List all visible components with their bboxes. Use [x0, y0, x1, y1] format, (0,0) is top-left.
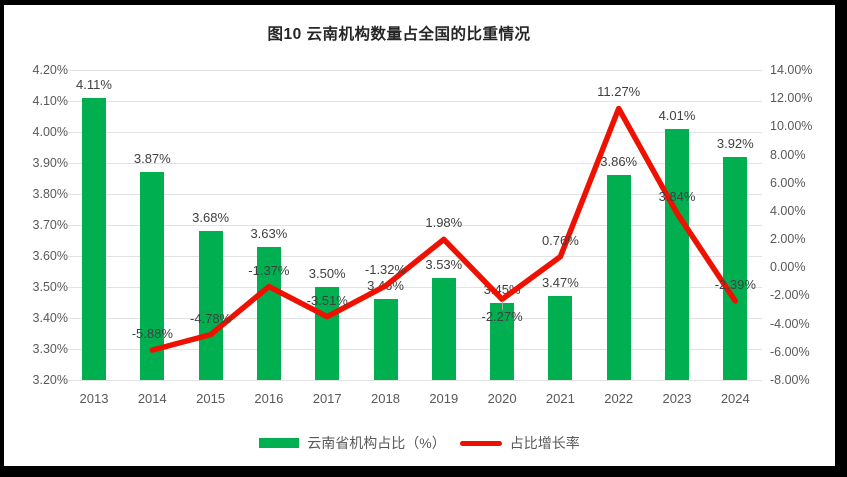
line-value-label: -1.37%	[248, 262, 290, 278]
right-axis-tick: 8.00%	[770, 147, 806, 162]
bar	[198, 231, 223, 380]
left-axis-tick: 3.90%	[32, 156, 68, 170]
line-value-label: 11.27%	[597, 84, 641, 100]
right-axis-tick: 6.00%	[770, 175, 806, 190]
chart-title: 图10 云南机构数量占全国的比重情况	[267, 26, 531, 43]
x-axis-label: 2014	[137, 391, 167, 406]
left-axis-tick: 3.30%	[32, 342, 68, 356]
x-axis-label: 2016	[254, 391, 284, 406]
line-value-label: 1.98%	[425, 215, 463, 231]
bar	[140, 172, 165, 380]
x-axis-label: 2013	[79, 391, 109, 406]
gridline	[68, 132, 762, 133]
legend-line-label: 占比增长率	[509, 435, 580, 451]
legend-item-line-series: 占比增长率	[459, 433, 580, 453]
right-axis-tick: 14.00%	[770, 63, 813, 77]
bar	[82, 97, 106, 380]
bar-value-label: 4.11%	[76, 76, 112, 92]
left-axis-tick: 3.40%	[32, 311, 68, 325]
legend-bar-label: 云南省机构占比（%）	[307, 435, 446, 451]
x-axis-label: 2024	[720, 391, 750, 406]
right-axis-tick: 4.00%	[770, 203, 806, 218]
left-axis-tick: 3.70%	[32, 218, 68, 232]
right-axis-tick: 2.00%	[770, 232, 806, 247]
gridline	[68, 380, 762, 381]
line-value-label: -3.51%	[306, 292, 348, 308]
bar-value-label: 3.46%	[367, 278, 404, 294]
left-axis-tick: 4.10%	[32, 94, 68, 108]
right-axis-tick: 12.00%	[770, 91, 813, 106]
left-axis-tick: 4.00%	[32, 125, 68, 139]
line-value-label: -1.32%	[364, 261, 407, 277]
line-value-label: -2.27%	[481, 309, 523, 325]
label-leader-line	[502, 301, 504, 311]
legend-item-bar-series: 云南省机构占比（%）	[259, 433, 446, 453]
x-axis-label: 2023	[662, 391, 692, 406]
gridline	[68, 101, 762, 102]
frame-border-top	[0, 0, 847, 5]
line-value-label: -4.78%	[189, 310, 232, 326]
line-value-label: -5.88%	[131, 326, 173, 342]
left-axis-tick: 3.80%	[32, 187, 68, 201]
bar	[373, 299, 398, 380]
right-axis-tick: 10.00%	[770, 119, 813, 134]
x-axis-label: 2018	[371, 391, 400, 406]
frame-border-right	[835, 0, 847, 477]
bar-series-swatch-icon	[259, 438, 300, 448]
right-axis-tick: -4.00%	[770, 316, 810, 331]
bar	[548, 296, 573, 380]
right-axis-tick: 0.00%	[770, 260, 806, 275]
line-series-swatch-icon	[459, 440, 502, 446]
right-axis-tick: -6.00%	[770, 344, 810, 359]
bar-value-label: 3.92%	[716, 135, 754, 151]
bar-value-label: 3.86%	[600, 154, 638, 170]
legend: 云南省机构占比（%） 占比增长率	[4, 433, 835, 453]
x-axis-label: 2015	[196, 391, 226, 406]
line-value-label: -2.39%	[714, 276, 756, 292]
bar-value-label: 3.68%	[192, 210, 230, 226]
gridline	[68, 70, 762, 71]
left-axis-tick: 3.60%	[32, 249, 68, 263]
frame-border-left	[0, 0, 4, 477]
bar	[723, 156, 748, 380]
line-value-label: 3.84%	[658, 189, 696, 205]
right-axis-tick: -8.00%	[770, 373, 810, 387]
x-axis-label: 2021	[545, 391, 575, 406]
bar-value-label: 3.47%	[541, 275, 579, 291]
bar	[665, 128, 689, 380]
left-axis-tick: 4.20%	[32, 63, 68, 77]
x-axis-label: 2017	[312, 391, 342, 406]
bar	[431, 277, 456, 380]
bar-value-label: 3.87%	[133, 151, 171, 167]
right-axis-tick: -2.00%	[770, 288, 810, 303]
x-axis-label: 2019	[429, 391, 459, 406]
left-axis-tick: 3.50%	[32, 280, 68, 294]
x-axis-label: 2022	[604, 391, 634, 406]
bar-value-label: 4.01%	[658, 107, 696, 123]
gridline	[68, 349, 762, 350]
left-axis-tick: 3.20%	[32, 373, 68, 387]
x-axis-label: 2020	[487, 391, 517, 406]
line-value-label: 0.76%	[541, 232, 579, 248]
bar	[606, 175, 631, 380]
bar-value-label: 3.63%	[250, 225, 288, 241]
frame-border-bottom	[0, 466, 847, 477]
chart-area: 图10 云南机构数量占全国的比重情况 4.20% 4.10% 4.00% 3.90% 3…	[4, 5, 835, 466]
